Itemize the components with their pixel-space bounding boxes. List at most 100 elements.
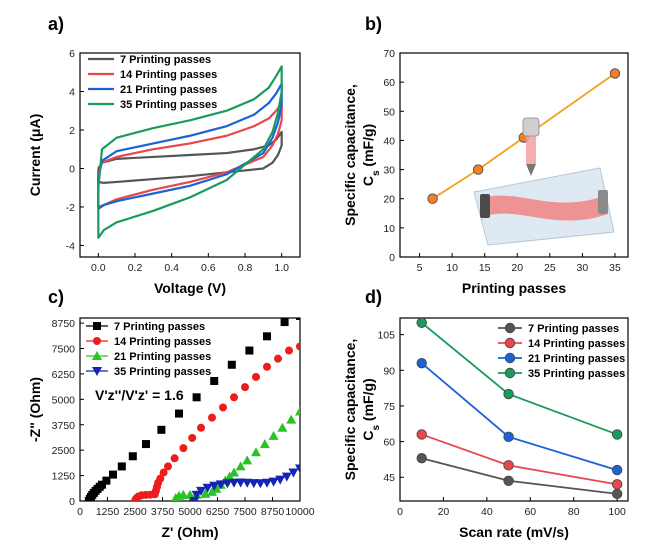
data-point <box>197 423 205 432</box>
y-tick-label: 10 <box>383 223 395 235</box>
legend-marker <box>504 322 516 334</box>
legend-marker <box>93 337 101 345</box>
x-tick-label: 20 <box>438 506 450 518</box>
legend-label: 7 Printing passes <box>114 321 205 333</box>
x-tick-label: 0 <box>397 506 403 518</box>
data-point <box>156 474 165 483</box>
legend-label: 21 Printing passes <box>120 84 217 96</box>
data-point <box>208 413 216 422</box>
data-point <box>185 489 195 499</box>
series-3 <box>416 357 623 476</box>
series-1 <box>416 453 623 500</box>
y-tick-label: 2 <box>69 125 75 137</box>
legend-marker <box>93 322 101 330</box>
series-1 <box>97 130 283 185</box>
x-tick-label: 10 <box>446 262 458 274</box>
y-tick-label: 60 <box>383 77 395 89</box>
x-tick-label: 0 <box>77 506 83 518</box>
data-point <box>285 346 293 355</box>
data-point <box>215 480 226 490</box>
legend-item: 21 Printing passes <box>498 352 625 365</box>
panel-label: a) <box>48 14 64 34</box>
data-point <box>209 481 220 491</box>
legend-label: 35 Printing passes <box>528 368 625 380</box>
legend-label: 14 Printing passes <box>114 336 211 348</box>
series-2 <box>97 101 283 209</box>
x-tick-label: 0.4 <box>164 262 179 274</box>
data-point <box>503 475 514 486</box>
data-point <box>296 342 300 351</box>
x-tick-label: 40 <box>481 506 493 518</box>
data-point <box>229 478 239 488</box>
x-tick-label: 0.2 <box>128 262 143 274</box>
legend-label: 14 Printing passes <box>528 338 625 350</box>
panel-label: c) <box>48 287 64 307</box>
data-point <box>230 393 238 402</box>
nozzle-tip <box>526 164 536 176</box>
y-tick-label: 45 <box>383 472 395 484</box>
y-tick-label: -4 <box>66 240 75 252</box>
data-point <box>210 377 219 386</box>
y-tick-label: 4 <box>69 86 75 98</box>
data-point <box>196 486 206 496</box>
data-point <box>280 318 289 327</box>
legend-label: 35 Printing passes <box>114 366 211 378</box>
data-point <box>229 467 239 477</box>
x-tick-label: 35 <box>609 262 621 274</box>
y-tick-label: 70 <box>383 48 395 60</box>
legend-item: 35 Printing passes <box>88 99 217 111</box>
data-point <box>416 453 427 464</box>
panel-label: b) <box>365 14 382 34</box>
x-tick-label: 25 <box>544 262 556 274</box>
laser-beam <box>526 136 536 164</box>
legend-item: 21 Printing passes <box>88 84 217 96</box>
y-axis-label-line1: Specific capacitance, <box>342 339 358 481</box>
data-point <box>227 360 236 369</box>
data-point <box>102 476 111 485</box>
x-tick-label: 80 <box>568 506 580 518</box>
data-point <box>286 414 297 424</box>
data-point <box>222 479 233 489</box>
y-axis-label-line2: Cs (mF/g) <box>360 378 382 440</box>
y-tick-label: 20 <box>383 194 395 206</box>
y-tick-label: 8750 <box>52 318 76 330</box>
panel-c: c)0 1250 2500 3750 5000 6250 7500 8750 100000125… <box>27 287 315 540</box>
legend-label: 35 Printing passes <box>120 99 217 111</box>
legend-label: 21 Printing passes <box>114 351 211 363</box>
y-axis-label-unit: (mF/g) <box>360 124 376 171</box>
data-point <box>245 346 254 355</box>
x-tick-label: 10000 <box>285 506 314 518</box>
series-4 <box>97 65 283 239</box>
legend-item: 7 Printing passes <box>498 322 619 335</box>
x-axis-label: Printing passes <box>462 280 566 296</box>
data-point <box>248 479 259 489</box>
legend: 7 Printing passes 14 Printing passes 21 Pr… <box>498 322 625 380</box>
y-tick-label: 60 <box>383 437 395 449</box>
y-tick-label: 0 <box>389 252 395 264</box>
data-point <box>117 462 126 471</box>
data-point <box>262 478 272 488</box>
y-tick-label: 50 <box>383 106 395 118</box>
data-point <box>416 318 427 328</box>
legend-label: 14 Printing passes <box>120 69 217 81</box>
y-tick-label: 7500 <box>52 344 76 356</box>
series-2 <box>131 342 300 501</box>
series-4 <box>416 318 623 440</box>
x-tick-label: 0.8 <box>238 262 253 274</box>
printed-trace <box>482 195 608 221</box>
data-point <box>202 483 213 493</box>
data-point <box>503 460 514 471</box>
cv-curve <box>97 65 283 239</box>
legend-marker <box>92 367 102 376</box>
y-tick-label: 2500 <box>52 445 76 457</box>
legend-label: 7 Printing passes <box>120 54 211 66</box>
y-tick-label: 5000 <box>52 394 76 406</box>
series-2 <box>416 429 623 490</box>
legend-item: 7 Printing passes <box>88 54 211 66</box>
data-point <box>416 357 427 369</box>
x-tick-label: 2500 <box>123 506 147 518</box>
legend-item: 35 Printing passes <box>86 366 211 378</box>
panel-label: d) <box>365 287 382 307</box>
plot-area <box>416 318 623 500</box>
